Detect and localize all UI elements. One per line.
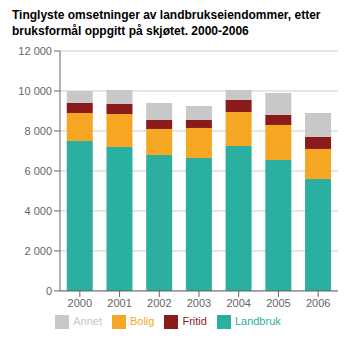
svg-text:4 000: 4 000 xyxy=(24,205,52,217)
html-text:Tinglyste omsetninger av landb: Tinglyste omsetninger av landbrukseiendo… xyxy=(12,8,321,38)
html-text:Bolig: Bolig xyxy=(130,315,155,328)
svg-text:2 000: 2 000 xyxy=(24,245,52,257)
svg-text:2002: 2002 xyxy=(147,297,171,309)
svg-text:0: 0 xyxy=(46,285,52,297)
svg-text:2005: 2005 xyxy=(266,297,290,309)
svg-text:2001: 2001 xyxy=(107,297,131,309)
svg-text:6 000: 6 000 xyxy=(24,165,52,177)
html-text:Landbruk: Landbruk xyxy=(234,315,281,328)
svg-text:10 000: 10 000 xyxy=(18,85,52,97)
svg-text:2003: 2003 xyxy=(187,297,211,309)
svg-text:2000: 2000 xyxy=(68,297,92,309)
html-text:Fritid: Fritid xyxy=(182,315,207,328)
svg-text:2004: 2004 xyxy=(226,297,250,309)
svg-text:12 000: 12 000 xyxy=(18,45,52,57)
svg-text:2006: 2006 xyxy=(306,297,330,309)
svg-text:8 000: 8 000 xyxy=(24,125,52,137)
html-text:Annet: Annet xyxy=(73,315,102,328)
